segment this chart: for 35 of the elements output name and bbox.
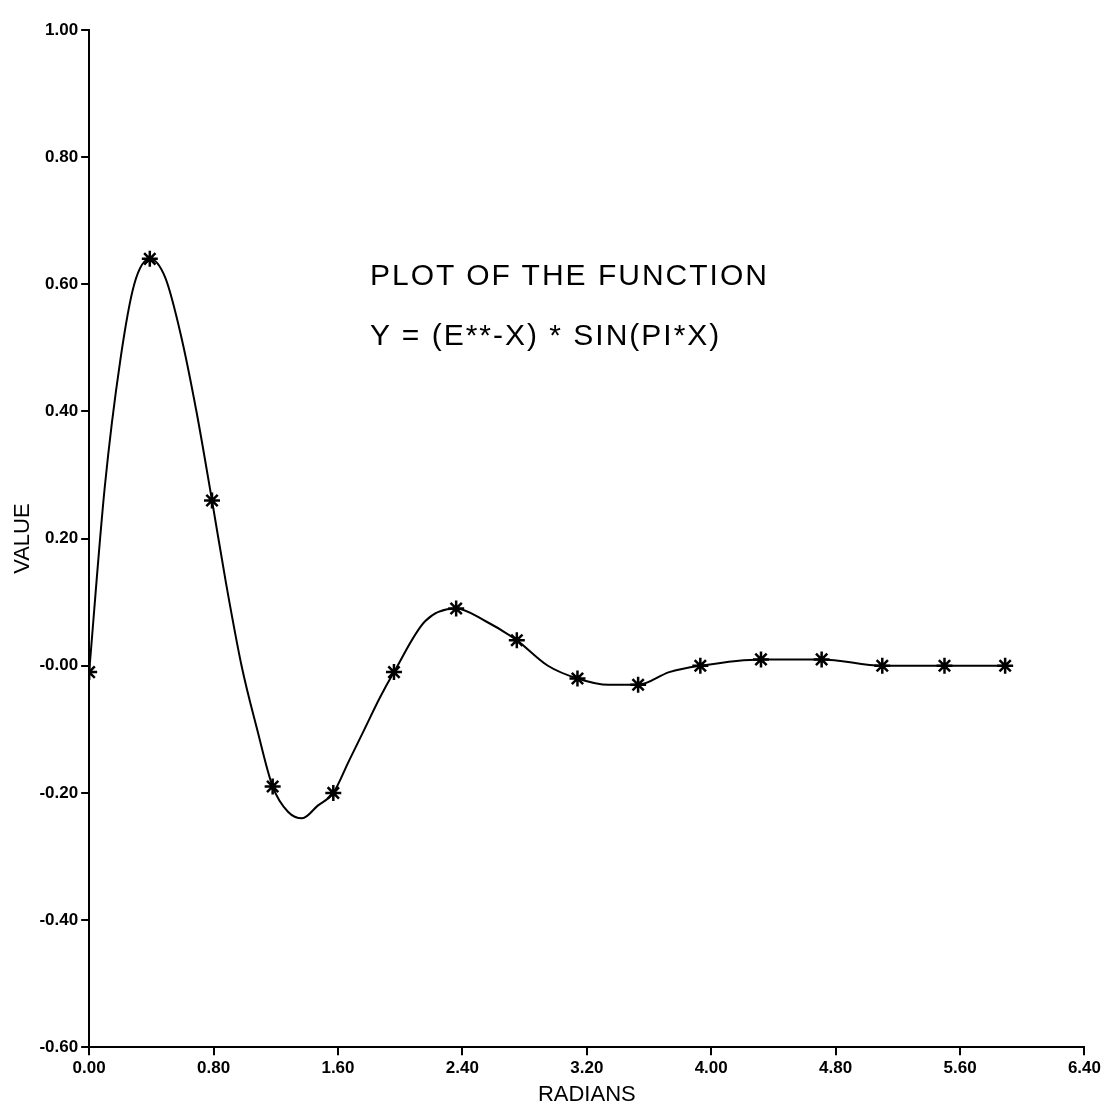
y-axis-title: VALUE <box>9 503 35 574</box>
x-tick-label: 2.40 <box>445 1058 479 1078</box>
point <box>751 650 771 669</box>
x-tick-label: 4.00 <box>694 1058 728 1078</box>
y-tick-label: 1.00 <box>45 19 79 39</box>
text: PLOT OF THE FUNCTION <box>370 258 769 292</box>
y-tick-label: 0.40 <box>45 401 79 421</box>
point <box>263 777 282 796</box>
y-tick-label: 0.20 <box>45 528 79 548</box>
point <box>384 662 404 682</box>
x-tick-label: 1.60 <box>321 1058 355 1078</box>
y-tick-label: -0.60 <box>39 1036 79 1056</box>
point <box>568 669 587 688</box>
x-tick-label: 5.60 <box>943 1058 977 1078</box>
point <box>140 249 160 269</box>
x-tick-label: 3.20 <box>570 1058 604 1078</box>
text: Y = (E**-X) * SIN(PI*X) <box>370 318 722 352</box>
point <box>507 631 527 650</box>
point <box>202 491 222 510</box>
y-tick-label: -0.40 <box>39 909 79 929</box>
x-tick-label: 6.40 <box>1067 1058 1101 1078</box>
point <box>446 599 466 618</box>
x-tick-label: 4.80 <box>819 1058 853 1078</box>
y-tick-label: -0.20 <box>39 782 79 802</box>
y-tick-label: 0.80 <box>45 146 79 166</box>
x-tick-label: 0.80 <box>197 1058 231 1078</box>
y-tick-label: 0.60 <box>45 273 79 293</box>
x-tick-label: 0.00 <box>72 1058 106 1078</box>
point <box>935 656 954 675</box>
y-tick-label: -0.00 <box>39 655 79 675</box>
point <box>691 656 710 675</box>
point <box>812 650 831 669</box>
point <box>873 656 892 675</box>
point <box>324 783 343 803</box>
x-axis-title: RADIANS <box>537 1080 636 1106</box>
